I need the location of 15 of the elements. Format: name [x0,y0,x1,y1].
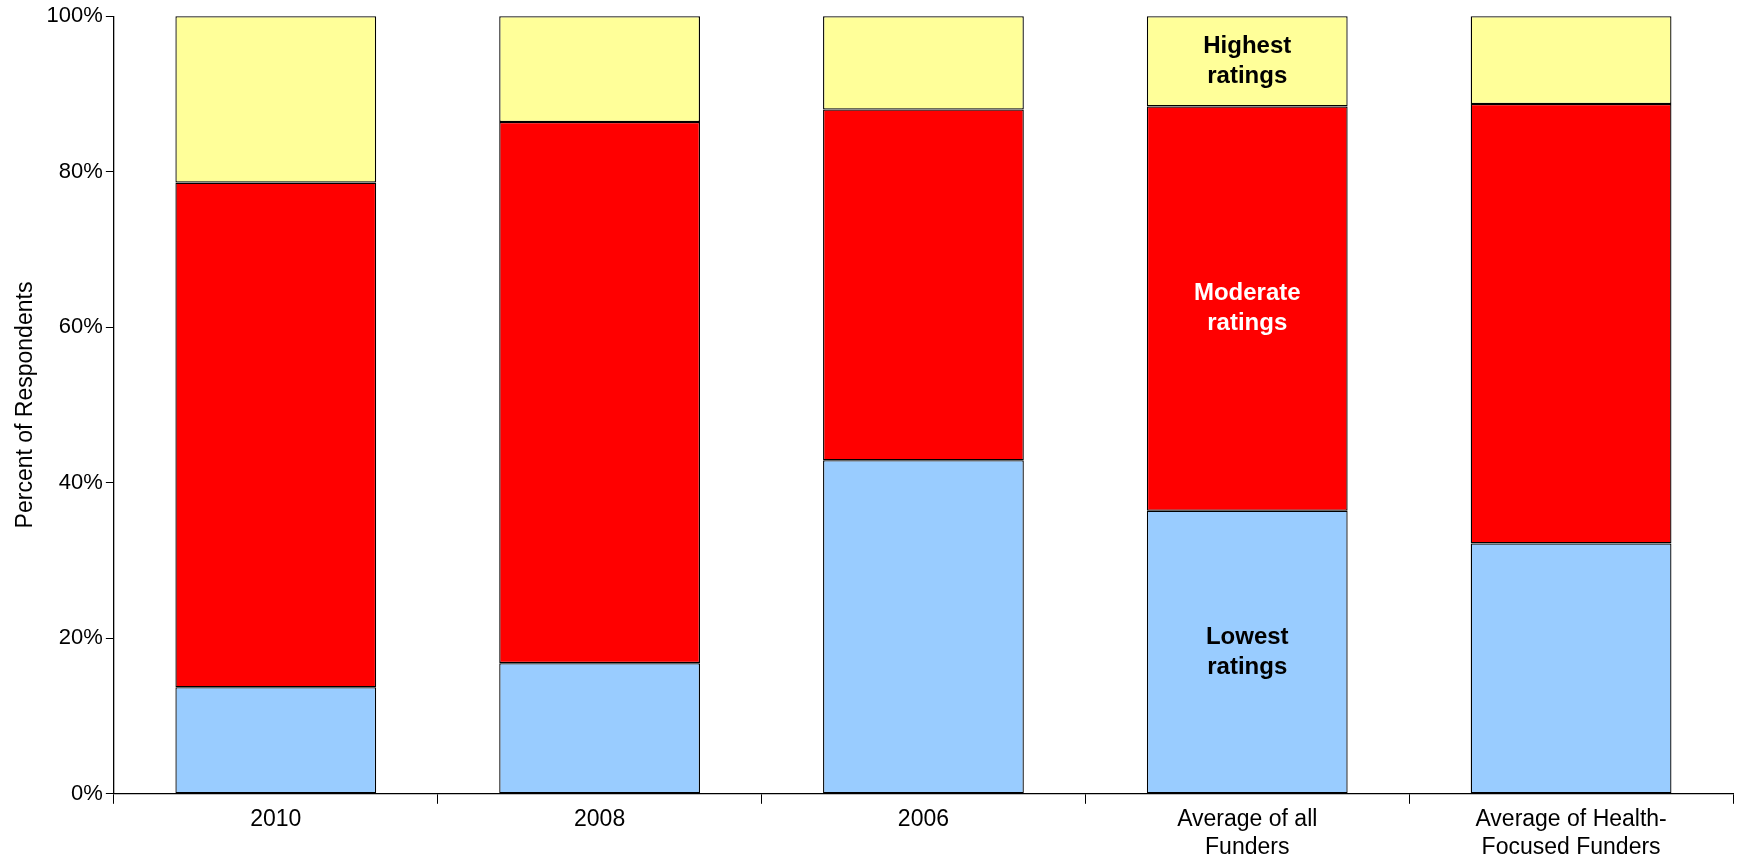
y-axis-title: Percent of Respondents [11,281,38,529]
y-tick-label: 0% [71,779,103,805]
y-tick-label: 60% [58,313,103,339]
x-tick-label: 2006 [897,804,950,831]
series-label: Highest ratings [1203,30,1292,88]
x-tick-label: Average of all Funders [1177,804,1318,859]
x-tick-label: 2008 [574,804,626,831]
x-tick-label: Average of Health-Focused Funders [1475,804,1667,859]
x-tick-label: 2010 [250,804,302,831]
y-tick-label: 100% [46,2,103,28]
y-tick-label: 80% [58,157,103,183]
y-tick-label: 20% [58,624,103,650]
series-label: Moderate ratings [1193,278,1301,336]
series-label: Lowest ratings [1205,621,1289,679]
y-tick-label: 40% [58,468,103,494]
